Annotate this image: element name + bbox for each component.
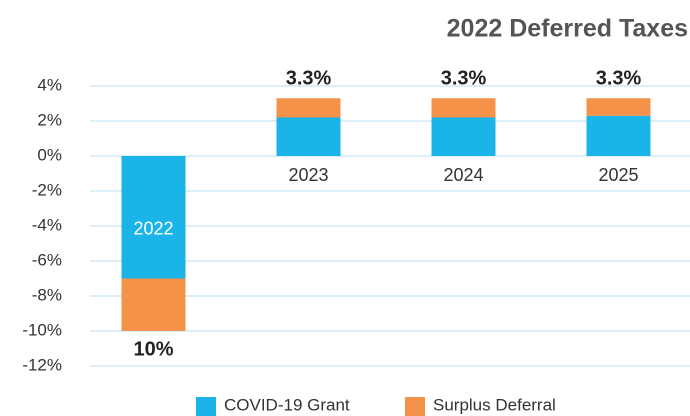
legend-label: COVID-19 Grant	[224, 395, 350, 414]
total-label: 3.3%	[596, 68, 642, 90]
bar-segment	[431, 117, 496, 156]
bar-segment	[121, 278, 186, 331]
category-label: 2022	[133, 218, 173, 238]
bar-segment	[276, 117, 341, 156]
legend-swatch	[196, 397, 216, 416]
total-label: 3.3%	[441, 68, 487, 90]
y-tick-label: -2%	[32, 180, 62, 199]
y-tick-label: 2%	[37, 110, 62, 129]
y-tick-label: -4%	[32, 215, 62, 234]
bar-segment	[276, 98, 341, 118]
y-tick-label: 4%	[37, 75, 62, 94]
total-label: 10%	[133, 338, 173, 360]
legend-swatch	[405, 397, 425, 416]
y-tick-label: -10%	[22, 320, 62, 339]
total-label: 3.3%	[286, 68, 332, 90]
bar-segment	[121, 156, 186, 279]
y-tick-label: -6%	[32, 250, 62, 269]
category-label: 2025	[598, 165, 638, 185]
y-tick-label: -8%	[32, 285, 62, 304]
category-label: 2023	[288, 165, 328, 185]
y-tick-label: -12%	[22, 355, 62, 374]
chart-title: 2022 Deferred Taxes	[447, 15, 688, 43]
legend-label: Surplus Deferral	[433, 395, 556, 414]
y-tick-label: 0%	[37, 145, 62, 164]
category-label: 2024	[443, 165, 483, 185]
bar-segment	[586, 98, 651, 116]
bar-segment	[586, 115, 651, 156]
bar-segment	[431, 98, 496, 118]
